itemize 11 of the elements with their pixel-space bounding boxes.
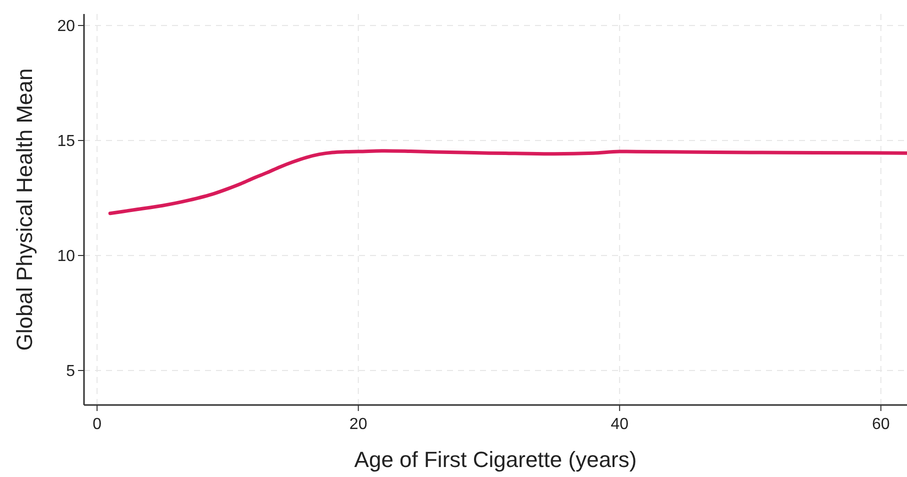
x-tick-label: 40 bbox=[610, 416, 629, 433]
y-tick-label: 10 bbox=[57, 248, 76, 266]
y-tick-label: 20 bbox=[57, 18, 76, 36]
x-tick-label: 0 bbox=[92, 416, 102, 433]
x-axis-title: Age of First Cigarette (years) bbox=[354, 447, 637, 472]
x-tick-label: 60 bbox=[872, 416, 890, 433]
y-axis-title: Global Physical Health Mean bbox=[12, 68, 37, 351]
line-series bbox=[108, 149, 907, 216]
y-tick-label: 5 bbox=[66, 363, 76, 380]
x-tick-label: 20 bbox=[349, 416, 368, 433]
y-tick-label: 15 bbox=[57, 133, 76, 150]
